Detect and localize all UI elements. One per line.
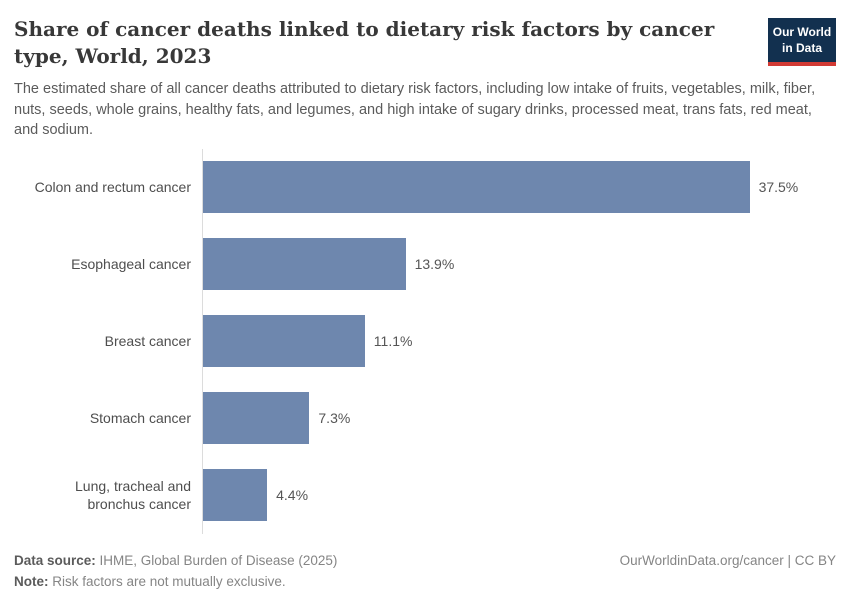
bar[interactable]: 11.1% (203, 315, 412, 368)
bar[interactable]: 13.9% (203, 238, 454, 291)
data-source-text: IHME, Global Burden of Disease (2025) (95, 552, 338, 568)
category-label: Stomach cancer (89, 410, 191, 427)
chart-subtitle: The estimated share of all cancer deaths… (14, 81, 816, 139)
category-label: Lung, tracheal and bronchus cancer (75, 478, 191, 513)
bar-track: 11.1% (202, 302, 836, 380)
data-source-line: Data source: IHME, Global Burden of Dise… (14, 550, 337, 572)
note-text: Risk factors are not mutually exclusive. (48, 574, 286, 590)
bar-value-label: 11.1% (373, 333, 413, 350)
owid-logo-line2: in Data (781, 40, 822, 55)
category-label: Colon and rectum cancer (34, 179, 191, 196)
bar[interactable]: 4.4% (203, 469, 308, 522)
owid-license-link[interactable]: OurWorldinData.org/cancer | CC BY (619, 552, 836, 568)
category-label: Breast cancer (104, 333, 191, 350)
chart-row: Breast cancer 11.1% (14, 302, 836, 380)
data-source-label: Data source: (14, 552, 96, 568)
bar-track: 37.5% (202, 148, 836, 226)
chart-title: Share of cancer deaths linked to dietary… (14, 17, 715, 68)
bar-value-label: 13.9% (414, 256, 455, 273)
note-line: Note: Risk factors are not mutually excl… (14, 571, 337, 593)
chart-row: Esophageal cancer 13.9% (14, 225, 836, 303)
footer-notes: Data source: IHME, Global Burden of Dise… (14, 550, 337, 593)
chart-row: Stomach cancer 7.3% (14, 379, 836, 457)
category-label: Esophageal cancer (71, 256, 191, 273)
bar[interactable]: 7.3% (203, 392, 350, 445)
chart-row: Colon and rectum cancer 37.5% (14, 148, 836, 226)
chart-header: Share of cancer deaths linked to dietary… (14, 16, 836, 70)
chart-footer: Data source: IHME, Global Burden of Dise… (14, 550, 836, 593)
bar-track: 4.4% (202, 456, 836, 534)
bar[interactable]: 37.5% (203, 161, 798, 214)
note-label: Note: (14, 574, 49, 590)
bar-track: 7.3% (202, 379, 836, 457)
bar-value-label: 4.4% (276, 487, 309, 504)
bar-value-label: 7.3% (318, 410, 351, 427)
owid-logo-line1: Our World (772, 25, 832, 39)
chart-row: Lung, tracheal and bronchus cancer 4.4% (14, 456, 836, 534)
bar-track: 13.9% (202, 225, 836, 303)
owid-logo: Our World in Data (768, 18, 836, 67)
bar-value-label: 37.5% (758, 179, 799, 196)
bar-chart: Colon and rectum cancer 37.5% Esophageal c… (14, 148, 836, 534)
